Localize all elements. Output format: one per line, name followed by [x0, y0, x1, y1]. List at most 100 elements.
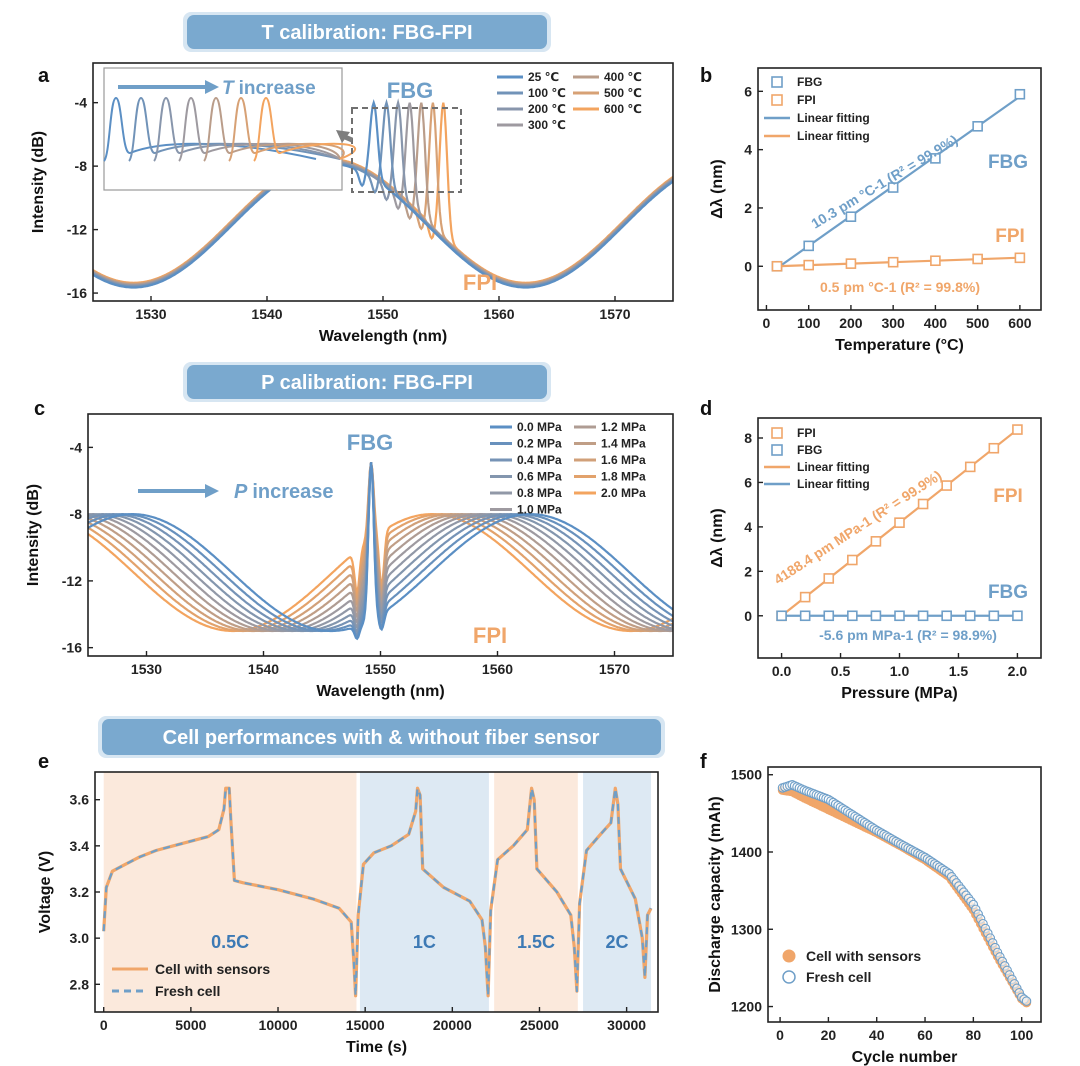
inset-peak-100 ℃	[128, 96, 341, 162]
FBG-point	[845, 211, 857, 222]
legend-label: 1.6 MPa	[601, 453, 646, 467]
x-tick-label: 20000	[433, 1017, 472, 1033]
legend-fresh-cell-f: Fresh cell	[806, 969, 871, 985]
FBG-point	[1014, 88, 1026, 100]
panel-a-fpi-label: FPI	[463, 270, 497, 295]
y-tick-label: 3.4	[70, 838, 90, 854]
x-tick-label: 60	[917, 1027, 933, 1043]
legend-label: 1.4 MPa	[601, 437, 646, 451]
x-tick-label: 0.0	[772, 663, 792, 679]
x-tick-label: 400	[924, 315, 948, 331]
FBG-point	[847, 610, 858, 622]
legend-marker	[771, 76, 783, 88]
panel-a-zoom-box	[351, 107, 462, 193]
x-tick-label: 1540	[248, 661, 279, 677]
y-axis-title: Discharge capacity (mAh)	[707, 796, 724, 993]
x-tick-label: 1530	[135, 306, 166, 322]
panel-a-fbg-label: FBG	[387, 78, 433, 103]
chart-panel-d: 0.0 0.5 1.0 1.5 2.0 0 2 4 6 8 Pressure (MPa) Δλ (nm…	[709, 417, 1042, 702]
y-tick-label: 6	[744, 474, 752, 490]
y-tick-label: 2.8	[70, 976, 90, 992]
panel-c-frame	[87, 413, 674, 657]
chart-panel-e: 0 5000 10000 15000 20000 25000 30000 2.8 3.0 3.2 3…	[37, 771, 659, 1056]
panel-letter-b: b	[700, 65, 712, 87]
panel-c-legend: 0.0 MPa 0.2 MPa 0.4 MPa 0.6 MPa 0.8 MPa 1.0 M…	[490, 420, 646, 517]
FPI-point	[799, 591, 811, 603]
panel-b-fpi-label: FPI	[995, 226, 1025, 247]
inset-arrow-head-icon	[205, 80, 219, 94]
y-axis-title: Δλ (nm)	[709, 159, 726, 219]
panel-letter-e: e	[38, 751, 49, 773]
x-tick-label: 30000	[607, 1017, 646, 1033]
panel-b-legend: FBG FPI Linear fitting Linear fitting	[764, 75, 870, 143]
region-label-0.5C: 0.5C	[211, 932, 249, 952]
FBG-point	[917, 610, 929, 622]
y-tick-label: 1200	[731, 999, 762, 1015]
FPI-point	[964, 461, 976, 473]
FPI-point	[941, 480, 952, 491]
panel-letter-f: f	[700, 751, 707, 773]
FBG-point	[930, 153, 941, 164]
legend-label: 400 ℃	[604, 70, 642, 84]
panel-d-frame	[757, 417, 1042, 659]
p-increase-arrow-icon	[205, 484, 219, 498]
FBG-point	[799, 610, 811, 622]
legend-cell-with-sensors: Cell with sensors	[155, 961, 270, 977]
x-tick-label: 1.0	[890, 663, 910, 679]
FBG-point	[972, 121, 983, 132]
region-1C	[359, 772, 489, 1012]
panel-d-legend: FPI FBG Linear fitting Linear fitting	[764, 426, 870, 491]
x-tick-label: 0	[100, 1017, 108, 1033]
panel-c-fbg-label: FBG	[347, 430, 393, 455]
legend-label: FBG	[797, 75, 822, 89]
legend-label: 2.0 MPa	[601, 486, 646, 500]
x-tick-label: 20	[821, 1027, 837, 1043]
legend-label: 1.0 MPa	[517, 503, 562, 517]
x-tick-label: 1550	[365, 661, 396, 677]
y-axis-title: Δλ (nm)	[709, 508, 726, 568]
legend-label: 0.6 MPa	[517, 470, 562, 484]
y-tick-label: 3.2	[70, 884, 90, 900]
x-tick-label: 5000	[175, 1017, 206, 1033]
banner-c-text: P calibration: FBG-FPI	[261, 372, 473, 394]
legend-cell-with-sensors-f: Cell with sensors	[806, 948, 921, 964]
FBG-point	[776, 610, 787, 622]
FBG-point	[964, 610, 976, 622]
y-tick-label: -4	[70, 439, 83, 455]
panel-e-legend: Cell with sensors Fresh cell	[112, 961, 270, 999]
FBG-point	[887, 182, 899, 193]
x-tick-label: 1560	[483, 306, 514, 322]
x-axis-title: Temperature (°C)	[835, 337, 964, 354]
x-tick-label: 25000	[520, 1017, 559, 1033]
legend-label: 1.8 MPa	[601, 470, 646, 484]
spectrum-line-0.8 MPa	[88, 462, 673, 633]
y-tick-label: 4	[744, 519, 752, 535]
panel-d-fbg-slope: -5.6 pm MPa-1 (R² = 98.9%)	[819, 627, 997, 643]
y-tick-label: 3.6	[70, 792, 90, 808]
FBG-point	[894, 610, 905, 622]
x-tick-label: 10000	[259, 1017, 298, 1033]
legend-label: 1.2 MPa	[601, 420, 646, 434]
FPI-point	[771, 260, 783, 272]
FBG-point	[823, 610, 835, 622]
y-tick-label: 6	[744, 83, 752, 99]
legend-label: 0.2 MPa	[517, 437, 562, 451]
chart-panel-a: 1530 1540 1550 1560 1570 -16 -12 -8 -4 Wavelength…	[30, 62, 674, 345]
legend-label: 0.8 MPa	[517, 486, 562, 500]
y-axis-title: Voltage (V)	[37, 851, 54, 933]
legend-marker	[771, 444, 783, 456]
panel-b-fpi-slope: 0.5 pm °C-1 (R² = 99.8%)	[820, 279, 980, 295]
region-label-1C: 1C	[413, 932, 436, 952]
panel-c-label-rest: increase	[252, 481, 333, 503]
y-tick-label: 1500	[731, 767, 762, 783]
panel-c-label-P: P	[234, 481, 248, 503]
x-tick-label: 1.5	[949, 663, 969, 679]
y-tick-label: 4	[744, 142, 752, 158]
legend-label: 100 ℃	[528, 86, 566, 100]
panel-e-frame	[94, 771, 659, 1013]
FPI-point	[887, 256, 899, 268]
panel-letter-c: c	[34, 398, 45, 420]
FPI-point	[803, 259, 814, 271]
chart-panel-c: 1530 1540 1550 1560 1570 -16 -12 -8 -4 Wavelength…	[25, 413, 674, 700]
y-tick-label: 8	[744, 430, 752, 446]
